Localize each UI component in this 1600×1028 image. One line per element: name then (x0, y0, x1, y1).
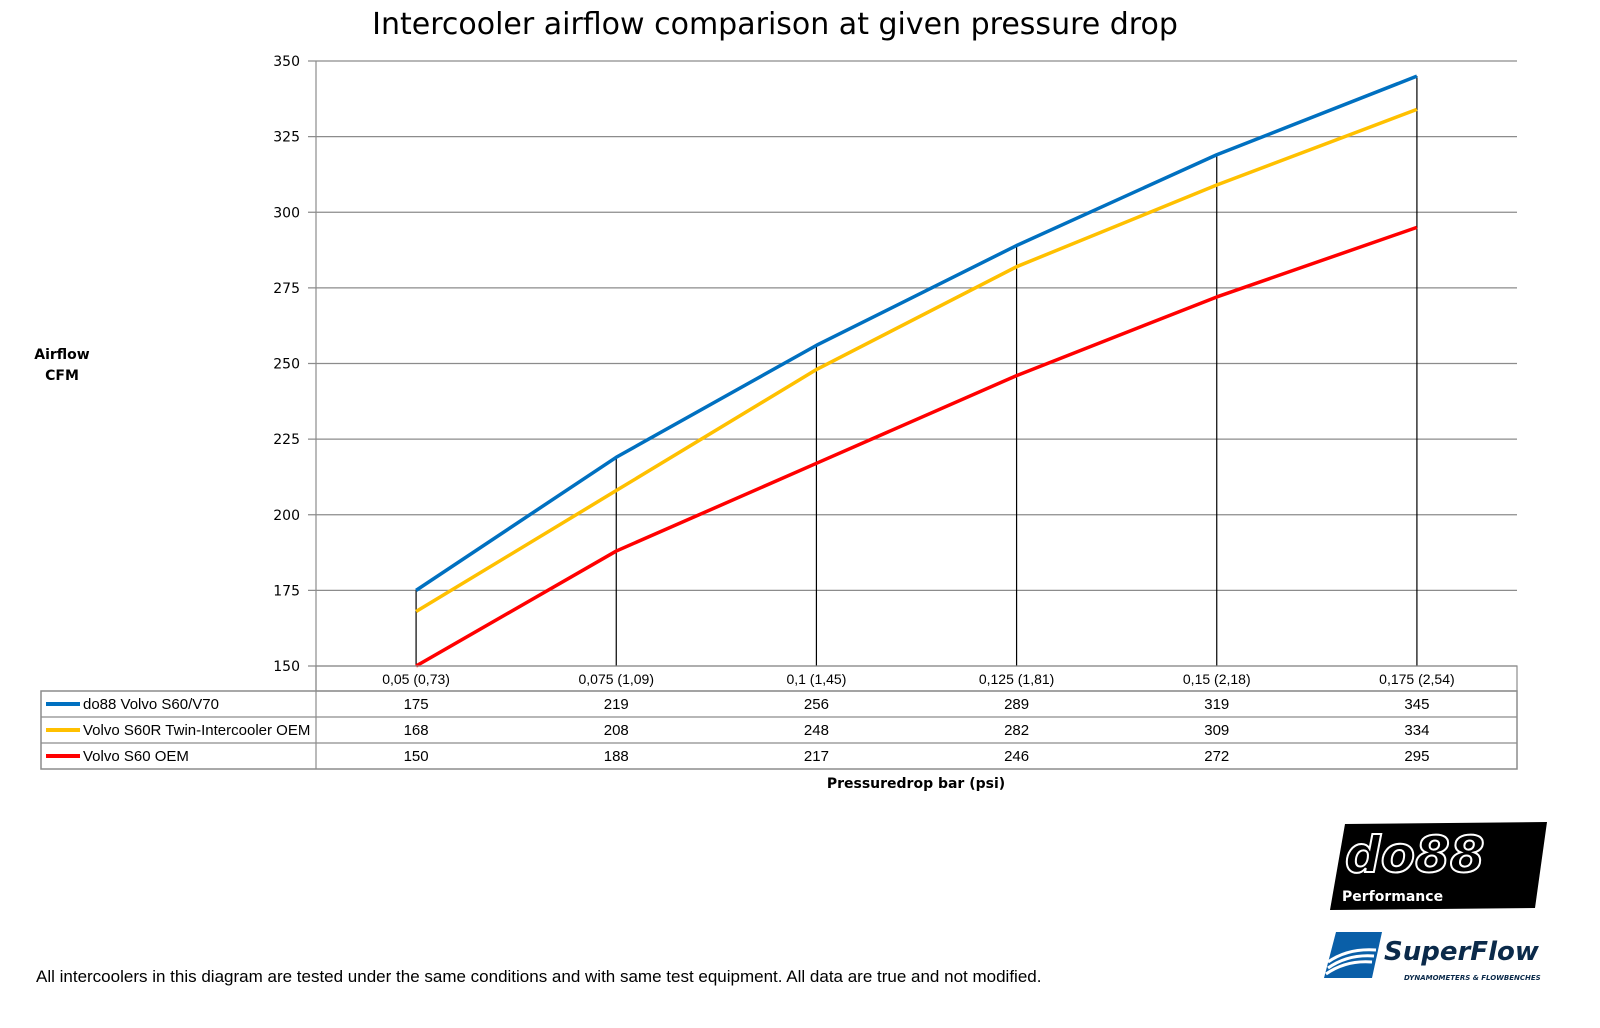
x-axis-label: Pressuredrop bar (psi) (827, 776, 1005, 792)
data-label: 208 (604, 722, 629, 739)
y-tick-label: 325 (273, 130, 300, 146)
data-label: 217 (804, 748, 829, 765)
legend-label: Volvo S60R Twin-Intercooler OEM (83, 722, 310, 739)
data-label: 282 (1004, 722, 1029, 739)
y-tick-label: 300 (273, 205, 300, 221)
data-label: 309 (1204, 722, 1229, 739)
data-label: 248 (804, 722, 829, 739)
data-label: 295 (1404, 748, 1429, 765)
series-line-volvo-s60-oem (415, 225, 1418, 668)
x-tick-label: 0,125 (1,81) (979, 671, 1055, 687)
data-label: 256 (804, 696, 829, 713)
data-label: 150 (404, 748, 429, 765)
data-label: 334 (1404, 722, 1429, 739)
data-label: 246 (1004, 748, 1029, 765)
do88-logo-subtext: Performance (1342, 889, 1443, 905)
superflow-logo: SuperFlow DYNAMOMETERS & FLOWBENCHES (1324, 932, 1541, 982)
y-tick-label: 200 (273, 508, 300, 524)
y-axis-label: Airflow (34, 347, 90, 363)
legend-label: do88 Volvo S60/V70 (83, 696, 219, 713)
data-label: 219 (604, 696, 629, 713)
data-label: 168 (404, 722, 429, 739)
y-axis-label-unit: CFM (45, 368, 79, 384)
superflow-logo-text: SuperFlow (1384, 937, 1540, 967)
do88-logo: do88 Performance (1330, 822, 1547, 910)
y-tick-label: 175 (273, 583, 300, 599)
table-border (40, 690, 1518, 770)
do88-logo-text: do88 (1345, 826, 1485, 884)
data-label: 289 (1004, 696, 1029, 713)
y-tick-label: 225 (273, 432, 300, 448)
x-tick-label: 0,175 (2,54) (1379, 671, 1455, 687)
x-tick-label: 0,1 (1,45) (786, 671, 846, 687)
x-tick-label: 0,075 (1,09) (579, 671, 655, 687)
data-label: 319 (1204, 696, 1229, 713)
x-tick-label: 0,05 (0,73) (382, 671, 450, 687)
footnote: All intercoolers in this diagram are tes… (36, 967, 1042, 986)
data-label: 175 (404, 696, 429, 713)
table-header-border (315, 665, 1518, 692)
series-line-do88-volvo-s60-v70 (415, 74, 1418, 592)
data-label: 345 (1404, 696, 1429, 713)
legend-label: Volvo S60 OEM (83, 748, 189, 765)
chart-title: Intercooler airflow comparison at given … (372, 7, 1178, 42)
y-tick-label: 275 (273, 281, 300, 297)
x-tick-label: 0,15 (2,18) (1183, 671, 1251, 687)
y-tick-label: 250 (273, 357, 300, 373)
data-label: 188 (604, 748, 629, 765)
y-tick-label: 150 (273, 659, 300, 675)
data-label: 272 (1204, 748, 1229, 765)
superflow-logo-subtext: DYNAMOMETERS & FLOWBENCHES (1404, 974, 1541, 982)
series-line-volvo-s60r-twin-intercooler-oem (415, 107, 1418, 614)
y-tick-label: 350 (273, 54, 300, 70)
